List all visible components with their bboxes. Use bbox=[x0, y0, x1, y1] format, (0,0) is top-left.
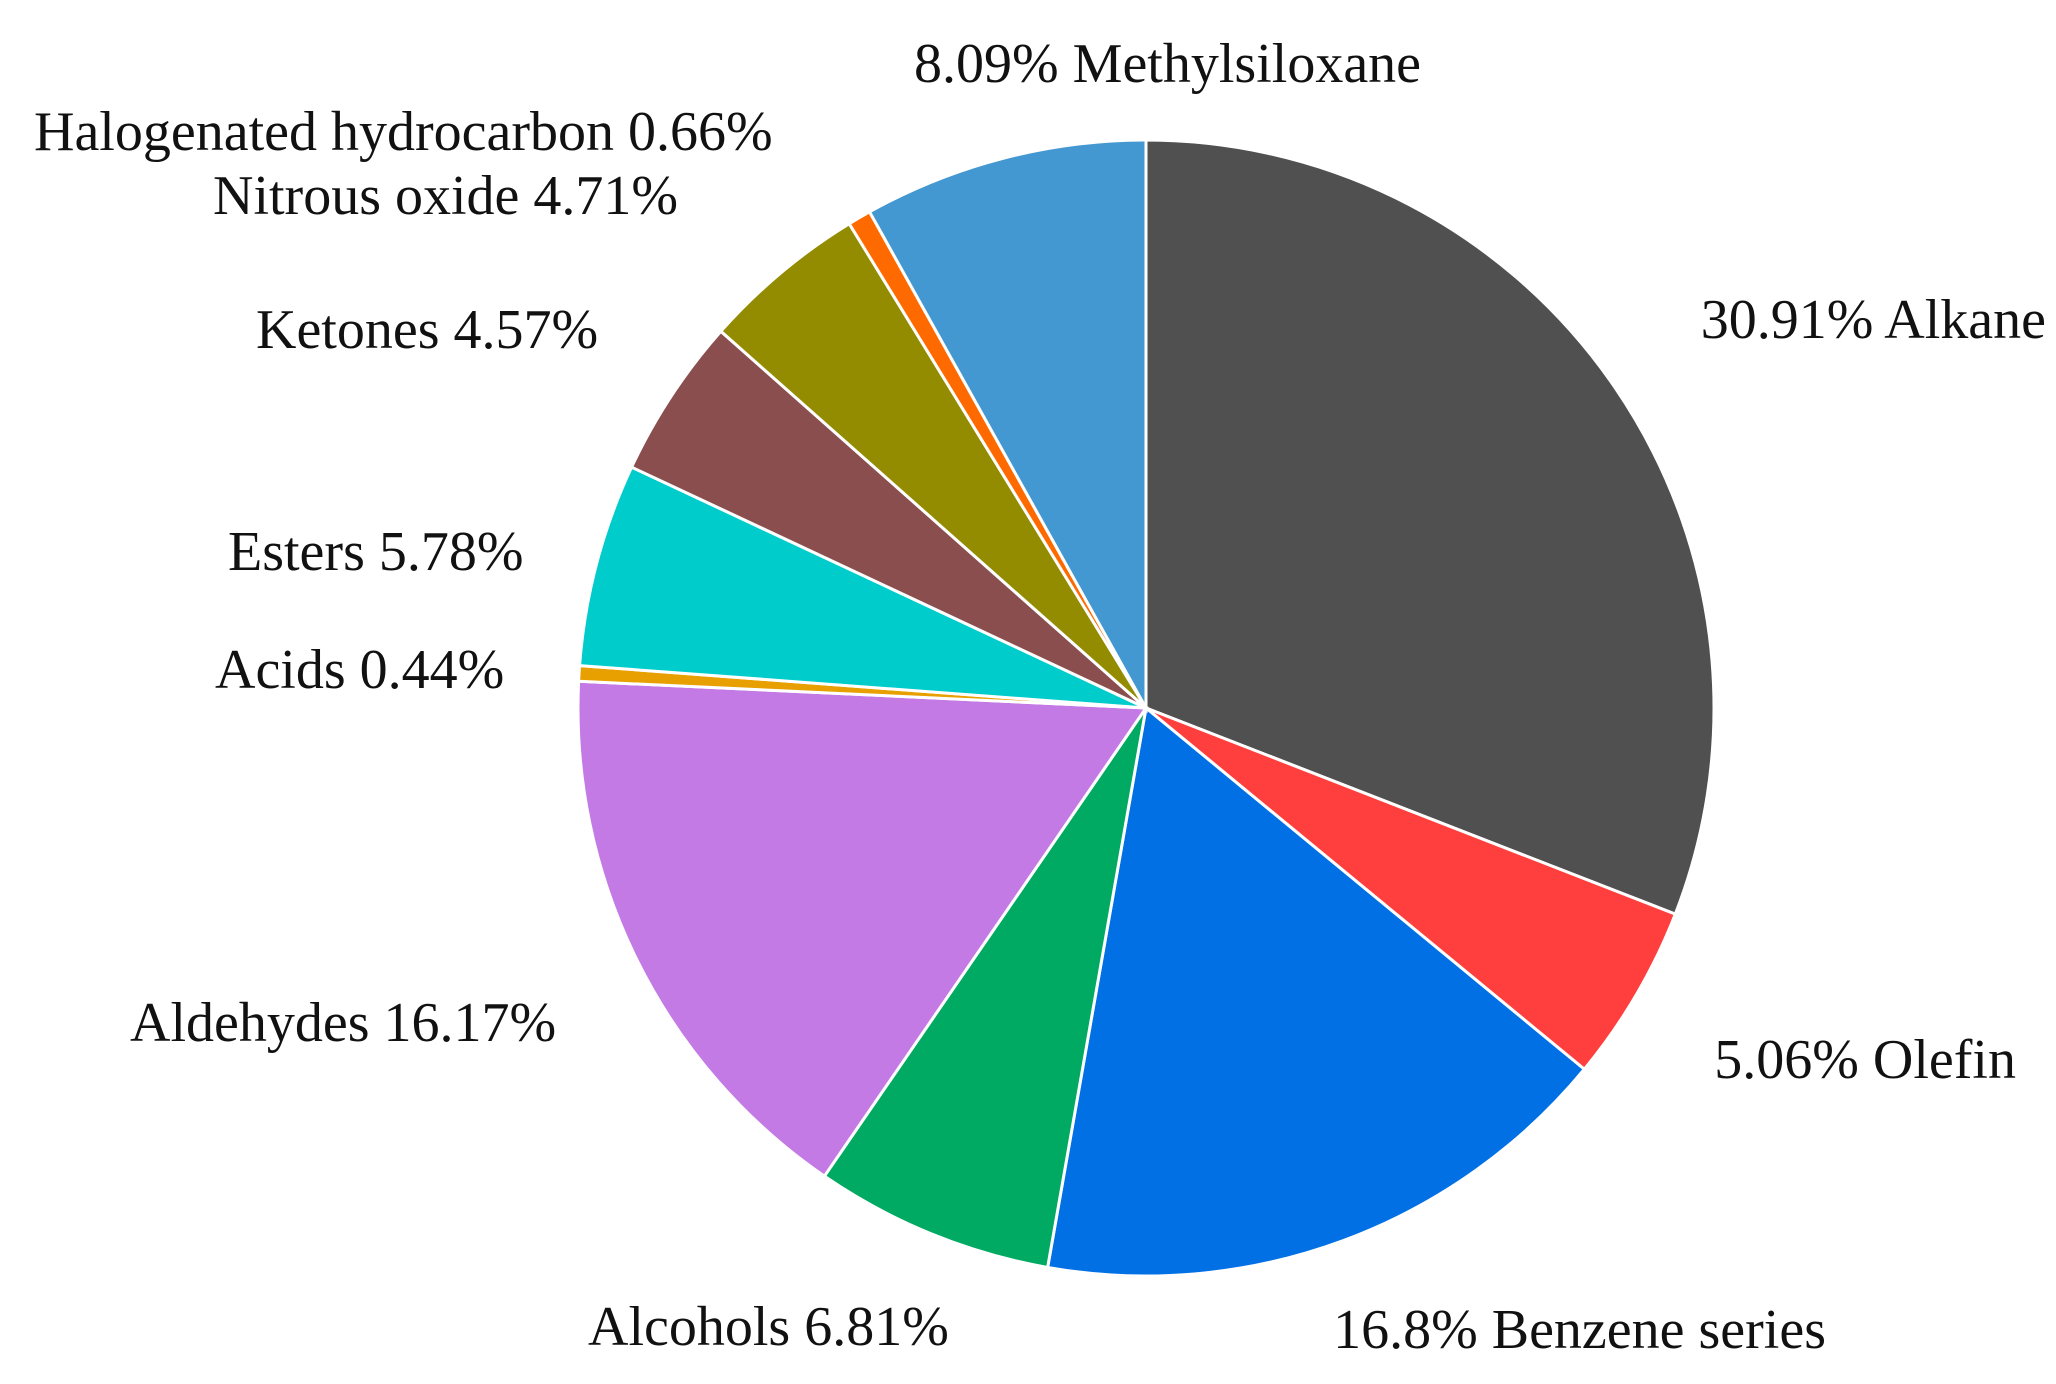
pie-slice-aldehydes bbox=[576, 679, 1149, 1179]
slice-label-alcohols: Alcohols 6.81% bbox=[588, 1296, 949, 1358]
pie-slice-alkane bbox=[1144, 138, 1716, 917]
pie-slice-esters bbox=[577, 465, 1147, 710]
slice-label-aldehydes: Aldehydes 16.17% bbox=[130, 992, 556, 1054]
pie-slice-benzene-series bbox=[1045, 705, 1587, 1278]
slice-label-methylsiloxane: 8.09% Methylsiloxane bbox=[914, 33, 1421, 95]
pie-labels: 30.91% Alkane 5.06% Olefin 16.8% Benzene s… bbox=[34, 33, 2046, 1361]
pie-slice-ketones bbox=[629, 329, 1147, 710]
slice-label-esters: Esters 5.78% bbox=[228, 521, 524, 583]
slice-label-nitrous-oxide: Nitrous oxide 4.71% bbox=[213, 165, 678, 227]
pie-slice-olefin bbox=[1145, 706, 1678, 1072]
pie-slices bbox=[576, 138, 1716, 1278]
slice-label-acids: Acids 0.44% bbox=[215, 639, 504, 701]
slice-label-alkane: 30.91% Alkane bbox=[1701, 289, 2046, 351]
pie-slice-alcohols bbox=[822, 707, 1148, 1270]
slice-label-olefin: 5.06% Olefin bbox=[1714, 1029, 2016, 1091]
pie-slice-nitrous-oxide bbox=[718, 221, 1148, 710]
slice-label-ketones: Ketones 4.57% bbox=[256, 299, 598, 361]
pie-slice-methylsiloxane bbox=[867, 138, 1148, 714]
slice-label-benzene-series: 16.8% Benzene series bbox=[1333, 1299, 1826, 1361]
slice-label-halogenated-hydrocarbon: Halogenated hydrocarbon 0.66% bbox=[34, 101, 773, 163]
